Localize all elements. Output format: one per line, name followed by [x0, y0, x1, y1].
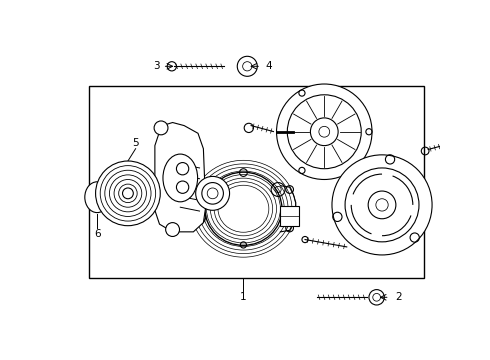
- Text: 1: 1: [240, 292, 247, 302]
- Circle shape: [332, 155, 432, 255]
- Circle shape: [166, 222, 179, 237]
- Circle shape: [196, 176, 229, 210]
- Circle shape: [154, 121, 168, 135]
- Circle shape: [96, 161, 160, 226]
- Polygon shape: [155, 122, 206, 232]
- Text: 6: 6: [94, 229, 100, 239]
- Text: 2: 2: [395, 292, 402, 302]
- Ellipse shape: [163, 154, 197, 202]
- Ellipse shape: [85, 182, 109, 213]
- Circle shape: [276, 84, 372, 180]
- Text: 4: 4: [266, 61, 272, 71]
- Bar: [280, 206, 299, 226]
- Text: 3: 3: [153, 61, 160, 71]
- Bar: [89, 86, 424, 278]
- Text: 5: 5: [132, 138, 139, 148]
